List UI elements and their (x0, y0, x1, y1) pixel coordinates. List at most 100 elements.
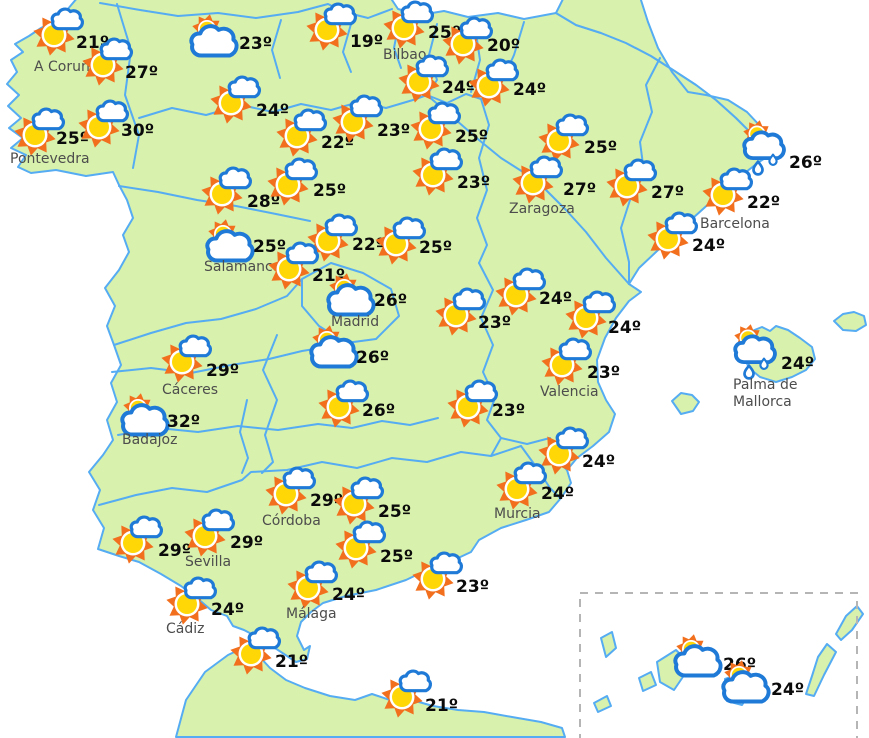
cloud-shape (429, 147, 464, 171)
raindrop-shape (759, 357, 769, 370)
weather-point-46[interactable]: 23º (412, 551, 489, 600)
menorca-island (833, 311, 867, 332)
weather-point-41[interactable]: 25º (333, 476, 411, 525)
weather-point-12[interactable]: 23º (332, 94, 410, 143)
temperature-label: 22º (747, 193, 780, 213)
city-label: Barcelona (700, 216, 770, 232)
cloud-sun-icon (673, 634, 723, 678)
cloud-shape (335, 379, 370, 403)
temperature-label: 25º (380, 547, 413, 567)
cloud-shape (673, 644, 723, 678)
weather-point-barcelona[interactable]: 22º Barcelona (700, 167, 780, 232)
weather-point-48[interactable]: 21º (230, 626, 308, 675)
sun-cloud-icon (383, 0, 435, 49)
sun-cloud-icon (412, 551, 464, 600)
weather-point-palma-de-mallorca[interactable]: 24º Palma de Mallorca (733, 324, 814, 410)
canary-inset-border (579, 592, 858, 738)
raindrop-shape (768, 153, 778, 166)
weather-point-madrid[interactable]: 26º Madrid (326, 273, 407, 330)
sun-cloud-icon (201, 166, 253, 215)
temperature-label: 23º (587, 363, 620, 383)
weather-point-1[interactable]: 27º (82, 37, 158, 86)
weather-point-51[interactable]: 24º (721, 660, 804, 704)
temperature-label: 24º (582, 452, 615, 472)
la-gomera-island (638, 671, 657, 692)
city-label: Cádiz (166, 621, 204, 637)
weather-point-49[interactable]: 21º (381, 669, 458, 718)
morocco-coast (175, 645, 566, 738)
weather-point-29[interactable]: 24º (495, 267, 572, 316)
temperature-label: 23º (478, 313, 511, 333)
sun-cloud-icon (398, 54, 450, 103)
temperature-label: 25º (419, 238, 452, 258)
weather-point-19[interactable]: 27º (606, 158, 684, 207)
city-label: Valencia (540, 384, 599, 400)
temperature-label: 29º (230, 533, 263, 553)
weather-point-3[interactable]: 19º (306, 2, 383, 52)
weather-point-20[interactable]: 26º (742, 120, 822, 176)
weather-point-25[interactable]: 25º (375, 216, 452, 265)
temperature-label: 25º (584, 138, 617, 158)
weather-point-22[interactable]: 24º (647, 211, 725, 260)
region-border-line (98, 445, 522, 506)
region-border-line (116, 3, 140, 169)
weather-point-16[interactable]: 28º (201, 166, 280, 215)
sun-rain-icon (742, 120, 786, 176)
city-label: Pontevedra (10, 151, 90, 167)
sun-cloud-icon (184, 508, 236, 557)
temperature-label: 27º (125, 63, 158, 83)
weather-point-37[interactable]: 23º (447, 379, 525, 428)
weather-point-11[interactable]: 22º (276, 108, 354, 157)
cloud-shape (293, 108, 328, 132)
weather-point-pontevedra[interactable]: 25º Pontevedra (10, 107, 90, 167)
weather-point-10[interactable]: 24º (210, 75, 289, 124)
cloud-shape (733, 334, 777, 365)
cloud-shape (349, 94, 384, 118)
city-label: Palma de Mallorca (733, 377, 797, 410)
weather-point-35[interactable]: 26º (309, 325, 389, 369)
weather-point-28[interactable]: 23º (435, 287, 511, 336)
weather-point-44[interactable]: 25º (335, 520, 413, 569)
weather-point-6[interactable]: 24º (398, 54, 475, 103)
weather-point-15[interactable]: 23º (412, 147, 490, 196)
weather-point-17[interactable]: 25º (267, 157, 346, 206)
sun-cloud-icon (267, 157, 319, 206)
temperature-label: 29º (206, 361, 239, 381)
region-border-line (113, 278, 303, 346)
weather-point-c-diz[interactable]: 24º Cádiz (166, 576, 244, 637)
weather-point-36[interactable]: 26º (318, 379, 395, 428)
weather-point-42[interactable]: 29º (112, 515, 191, 564)
weather-point-26[interactable]: 21º (268, 241, 345, 290)
cloud-shape (555, 113, 590, 137)
weather-point-2[interactable]: 23º (189, 14, 272, 58)
temperature-label: 23º (377, 121, 410, 141)
weather-point-14[interactable]: 25º (538, 113, 617, 162)
temperature-label: 21º (275, 652, 308, 672)
weather-point-13[interactable]: 25º (410, 101, 488, 150)
city-label: Sevilla (185, 554, 231, 570)
weather-point-7[interactable]: 24º (468, 58, 546, 107)
weather-point-5[interactable]: 20º (442, 16, 520, 65)
sun-cloud-icon (307, 213, 359, 262)
cloud-sun-icon (721, 660, 771, 704)
weather-point-9[interactable]: 30º (78, 99, 154, 148)
weather-point-38[interactable]: 24º (538, 426, 615, 475)
temperature-label: 24º (513, 80, 546, 100)
weather-point-30[interactable]: 24º (565, 290, 641, 339)
weather-point-c-rdoba[interactable]: 29º Córdoba (262, 466, 343, 529)
cloud-shape (189, 24, 239, 58)
temperature-label: 24º (211, 600, 244, 620)
